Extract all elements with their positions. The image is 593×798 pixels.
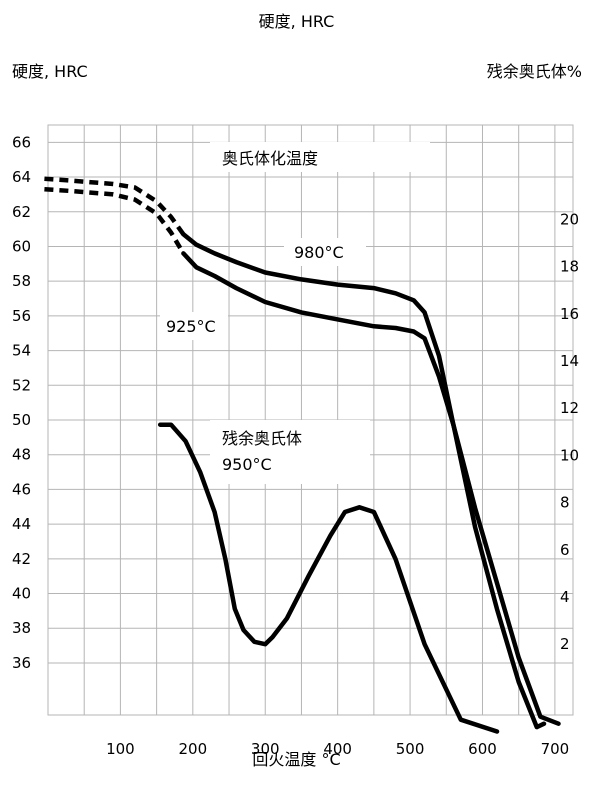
y-right-tick-label: 16 [560,305,579,323]
y-left-tick-label: 66 [12,133,31,151]
annotation-backgrounds [160,142,430,484]
annotation-980c: 980°C [294,243,344,262]
y-right-tick-label: 12 [560,399,579,417]
series-1-dashed-line [44,186,186,255]
y-left-tick-label: 46 [12,480,31,498]
series-0-line [181,232,561,726]
y-left-tick-label: 56 [12,307,31,325]
annotations: 奥氏体化温度 980°C 925°C 残余奥氏体 950°C [166,149,344,474]
series-2-line [157,422,500,734]
y-left-tick-label: 36 [12,654,31,672]
top-title: 硬度, HRC [258,12,335,31]
y-right-tick-label: 14 [560,352,579,370]
annotation-austenitizing-temp: 奥氏体化温度 [222,149,318,168]
annotation-bg-925 [160,312,228,340]
y-left-tick-label: 42 [12,550,31,568]
left-axis-title: 硬度, HRC [12,62,88,81]
y-right-tick-label: 2 [560,635,570,653]
x-tick-label: 100 [106,740,135,758]
y-right-tick-label: 8 [560,494,570,512]
y-left-tick-label: 52 [12,376,31,394]
x-tick-label: 700 [541,740,570,758]
annotation-bg-austenitizing [210,142,430,172]
y-left-tick-label: 54 [12,342,31,360]
series [44,176,561,734]
annotation-bg-retained [210,420,370,484]
annotation-bg-980 [284,238,366,266]
series-0-dashed-line [44,176,186,236]
x-tick-label: 400 [323,740,352,758]
y-left-tick-label: 44 [12,515,31,533]
y-right-tick-label: 10 [560,446,579,464]
annotation-950c: 950°C [222,455,272,474]
x-tick-label: 600 [468,740,497,758]
series-1-line [181,251,547,730]
y-right-tick-label: 20 [560,210,579,228]
y-left-tick-label: 40 [12,585,31,603]
x-tick-label: 200 [179,740,208,758]
annotation-retained-austenite: 残余奥氏体 [222,429,302,448]
y-right-tick-label: 4 [560,588,570,606]
annotation-925c: 925°C [166,317,216,336]
y-left-tick-label: 64 [12,168,31,186]
y-right-tick-label: 18 [560,258,579,276]
x-tick-label: 300 [251,740,280,758]
y-left-tick-label: 48 [12,446,31,464]
x-axis-title: 回火温度 °C [252,750,341,769]
y-left-tick-label: 62 [12,203,31,221]
y-left-tick-label: 50 [12,411,31,429]
y-left-tick-label: 60 [12,237,31,255]
plot-border [47,124,574,716]
x-tick-label: 500 [396,740,425,758]
y-right-tick-label: 6 [560,541,570,559]
y-left-tick-label: 38 [12,619,31,637]
y-left-tick-label: 58 [12,272,31,290]
right-axis-title: 残余奥氏体% [486,62,582,81]
axis-ticks: 100 200 300 400 500 600 7003638404244464850525… [12,133,579,758]
